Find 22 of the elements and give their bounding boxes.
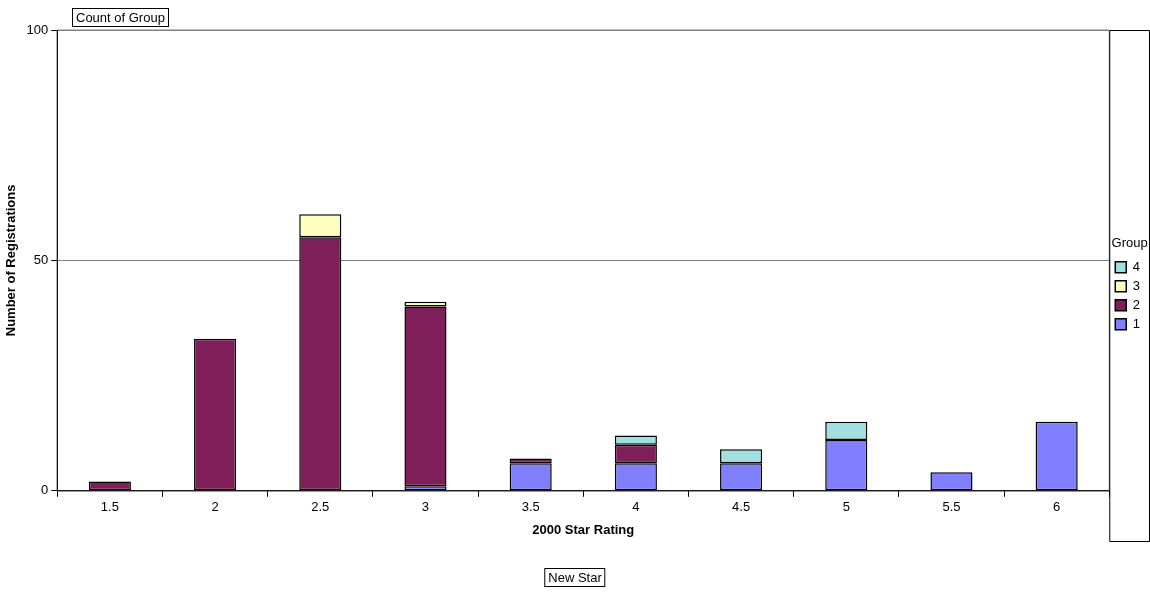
- chart-title: Count of Group: [72, 8, 169, 27]
- legend-label: 1: [1132, 315, 1140, 331]
- text: New Star: [544, 568, 606, 587]
- x-tick-label: 4.5: [732, 499, 751, 515]
- y-tick-label: 0: [41, 482, 49, 498]
- x-tick-label: 2.5: [311, 499, 330, 515]
- legend-title: Group: [1111, 235, 1148, 251]
- x-tick-label: 5.5: [942, 499, 961, 515]
- legend-label: 3: [1132, 277, 1140, 293]
- x-axis-title: 2000 Star Rating: [532, 521, 635, 537]
- x-tick-label: 4: [632, 499, 640, 515]
- x-tick-label: 1.5: [100, 499, 119, 515]
- legend-label: 2: [1132, 296, 1140, 312]
- x-tick-label: 3.5: [521, 499, 540, 515]
- x-tick-label: 6: [1053, 499, 1061, 515]
- y-tick-label: 100: [26, 21, 49, 37]
- x-tick-label: 2: [211, 499, 219, 515]
- x-tick-label: 3: [421, 499, 430, 515]
- legend-label: 4: [1132, 258, 1140, 274]
- y-axis-title: Number of Registrations: [3, 184, 19, 337]
- x-tick-label: 5: [842, 499, 850, 515]
- y-tick-label: 50: [33, 251, 49, 267]
